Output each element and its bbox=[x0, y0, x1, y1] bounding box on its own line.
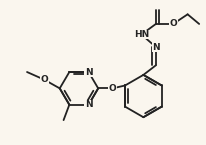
Text: N: N bbox=[85, 100, 92, 109]
Text: HN: HN bbox=[134, 30, 149, 39]
Text: O: O bbox=[109, 84, 116, 93]
Text: N: N bbox=[85, 68, 92, 77]
Text: O: O bbox=[169, 19, 177, 28]
Text: N: N bbox=[152, 42, 160, 51]
Text: O: O bbox=[40, 75, 48, 84]
